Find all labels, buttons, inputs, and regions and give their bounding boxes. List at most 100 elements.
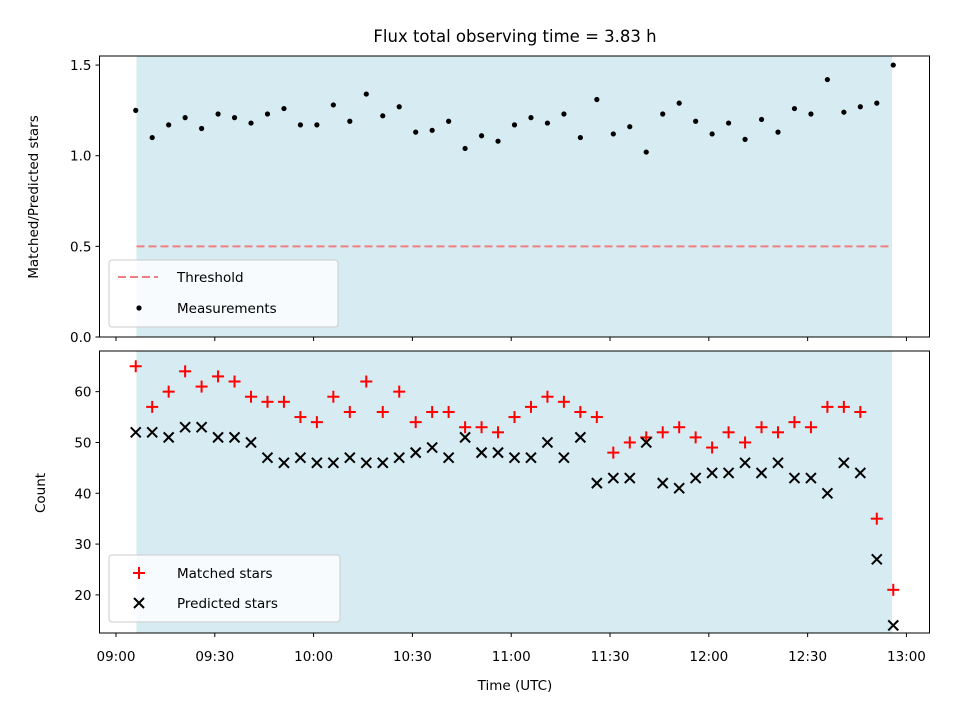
legend-predicted-swatch: [133, 597, 145, 609]
matched-star-point: [590, 411, 603, 424]
predicted-star-point: [327, 457, 340, 469]
predicted-star-point: [805, 472, 817, 484]
measurement-point: [446, 118, 452, 124]
predicted-star-point: [311, 457, 323, 469]
predicted-star-point: [426, 441, 438, 454]
measurement-point: [330, 102, 336, 108]
ratio-legend: Threshold Measurements: [108, 259, 339, 328]
measurement-point: [610, 131, 616, 137]
ratio-y-tick-label: 1.0: [70, 149, 91, 165]
predicted-star-point: [459, 431, 471, 444]
measurement-point: [363, 91, 369, 97]
matched-star-point: [656, 426, 669, 439]
matched-star-point: [706, 441, 719, 454]
matched-star-point: [261, 395, 274, 408]
measurement-point: [775, 129, 781, 135]
count-y-tick-label: 50: [74, 435, 91, 451]
measurement-point: [841, 109, 847, 115]
matched-star-point: [887, 583, 900, 596]
measurement-point: [742, 136, 748, 142]
predicted-star-point: [442, 451, 455, 464]
count-x-tick-label: 09:00: [97, 649, 136, 665]
matched-star-point: [771, 426, 784, 439]
matched-star-point: [722, 426, 735, 439]
measurement-point: [297, 122, 304, 128]
measurement-point: [874, 100, 880, 106]
count-y-tick-label: 60: [74, 385, 91, 401]
matched-star-point: [673, 421, 686, 434]
predicted-star-point: [788, 472, 801, 484]
count-x-ticks: 09:00 09:30 10:00 10:30 11:00 11:30 12:00 12:30…: [97, 633, 926, 665]
measurement-point: [380, 113, 386, 119]
matched-star-point: [245, 390, 258, 403]
ratio-x-ticks: [115, 337, 907, 341]
predicted-star-point: [212, 431, 224, 444]
predicted-star-point: [772, 457, 784, 469]
measurement-point: [758, 116, 765, 123]
predicted-star-point: [146, 426, 158, 439]
count-axes-frame: [99, 350, 930, 634]
matched-star-point: [393, 385, 406, 398]
count-y-tick-label: 40: [74, 486, 91, 502]
measurement-point: [511, 122, 518, 128]
predicted-star-point: [377, 457, 389, 469]
ratio-axes-frame: [99, 55, 930, 338]
predicted-star-point: [887, 619, 899, 632]
predicted-star-point: [591, 477, 603, 489]
predicted-star-point: [871, 553, 883, 566]
predicted-star-point: [195, 421, 208, 433]
measurement-point: [544, 120, 551, 126]
measurement-point: [215, 111, 221, 117]
matched-star-point: [739, 436, 752, 449]
legend-measurements-swatch: [136, 305, 142, 311]
measurement-point: [248, 120, 254, 126]
count-x-tick-label: 10:00: [294, 649, 333, 665]
predicted-star-point: [393, 451, 405, 464]
predicted-star-point: [541, 436, 554, 449]
matched-star-point: [475, 421, 488, 434]
predicted-star-point: [657, 477, 669, 489]
count-x-tick-label: 12:00: [689, 649, 728, 665]
count-legend-box: [108, 554, 341, 623]
measurement-point: [462, 145, 468, 152]
matched-star-point: [788, 416, 801, 429]
measurement-point: [199, 125, 205, 132]
measurement-point: [166, 122, 172, 128]
measurement-point: [709, 131, 715, 137]
measurement-points: [133, 62, 896, 155]
predicted-star-point: [574, 431, 587, 444]
measurement-point: [857, 104, 863, 110]
matched-star-point: [146, 400, 159, 413]
count-y-tick-label: 20: [74, 588, 91, 604]
measurement-point: [725, 120, 732, 126]
matched-star-point: [228, 375, 241, 388]
predicted-star-point: [261, 451, 274, 464]
count-x-tick-label: 11:30: [591, 649, 630, 665]
measurement-point: [281, 105, 287, 112]
measurement-point: [676, 100, 682, 106]
measurement-point: [149, 134, 155, 141]
count-x-tick-label: 09:30: [195, 649, 234, 665]
predicted-star-point: [755, 467, 768, 479]
measurement-point: [495, 138, 501, 144]
ratio-y-tick-label: 0.5: [70, 239, 91, 255]
ratio-axes: 0.0 0.5 1.0 1.5 Matched/Predicted stars Thr…: [26, 55, 930, 346]
measurement-point: [824, 76, 830, 83]
predicted-star-point: [409, 446, 422, 459]
matched-star-point: [327, 390, 340, 403]
matched-star-point: [607, 446, 620, 459]
count-x-tick-label: 13:00: [887, 649, 926, 665]
matched-star-point: [442, 405, 455, 418]
predicted-star-point: [508, 451, 521, 464]
matched-star-point: [870, 512, 883, 525]
matched-star-point: [310, 416, 323, 429]
measurement-point: [314, 122, 320, 128]
measurement-point: [643, 149, 649, 155]
legend-measurements-label: Measurements: [177, 301, 277, 317]
matched-star-point: [162, 385, 175, 398]
matched-star-point: [343, 405, 356, 418]
predicted-star-point: [838, 457, 850, 469]
count-x-tick-label: 12:30: [788, 649, 827, 665]
predicted-star-point: [689, 472, 702, 484]
ratio-y-ticks: 0.0 0.5 1.0 1.5: [70, 58, 100, 346]
